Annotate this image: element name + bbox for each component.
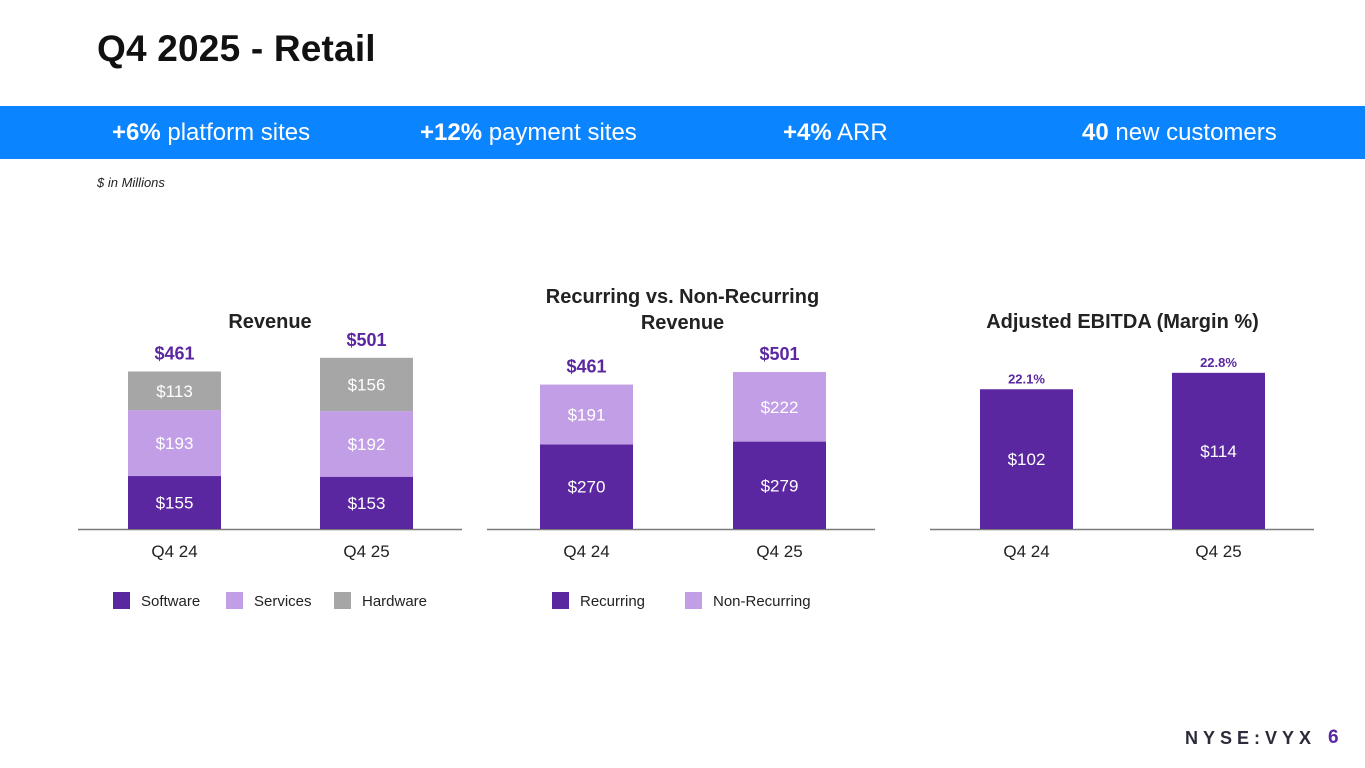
data-label: $102 (1008, 450, 1046, 469)
bar-segment-non-recurring (540, 384, 633, 445)
kpi-arr: +4% ARR (783, 106, 888, 159)
data-label: $155 (156, 494, 194, 513)
bar-segment-non-recurring (733, 372, 826, 442)
total-label: $501 (346, 330, 386, 350)
total-label: $461 (154, 343, 194, 363)
kpi-value: +6% (112, 119, 161, 146)
data-label: $222 (761, 398, 799, 417)
bar-segment-recurring (733, 441, 826, 529)
legend-swatch (685, 592, 702, 609)
legend-label: Non-Recurring (713, 593, 811, 610)
bar-segment-adjusted-ebitda (1172, 372, 1265, 529)
margin-label: 22.1% (1008, 371, 1045, 386)
bar-segment-adjusted-ebitda (980, 389, 1073, 529)
kpi-banner: +6% platform sites +12% payment sites +4… (0, 106, 1365, 159)
data-label: $192 (348, 435, 386, 454)
category-label: Q4 25 (343, 542, 389, 561)
kpi-new-customers: 40 new customers (1082, 106, 1277, 159)
kpi-value: +12% (420, 119, 483, 146)
legend-label: Recurring (580, 593, 645, 610)
legend-swatch (552, 592, 569, 609)
kpi-label: payment sites (488, 119, 637, 146)
category-label: Q4 25 (1195, 542, 1241, 561)
page-title: Q4 2025 - Retail (97, 28, 376, 69)
legend-label: Services (254, 593, 312, 610)
bar-segment-recurring (540, 444, 633, 529)
category-label: Q4 24 (1003, 542, 1049, 561)
data-label: $113 (156, 382, 193, 401)
data-label: $279 (761, 476, 799, 495)
recurring-chart-title: Recurring vs. Non-Recurring Revenue (545, 286, 820, 334)
kpi-label: ARR (837, 119, 888, 146)
legend-swatch (226, 592, 243, 609)
kpi-platform-sites: +6% platform sites (112, 106, 310, 159)
legend-label: Software (141, 593, 200, 610)
legend-swatch (113, 592, 130, 609)
bar-segment-hardware (128, 371, 221, 411)
kpi-label: platform sites (167, 119, 311, 146)
bar-segment-services (128, 410, 221, 477)
bar-segment-software (320, 476, 413, 529)
bar-segment-hardware (320, 357, 413, 412)
category-label: Q4 24 (563, 542, 609, 561)
bar-segment-services (320, 411, 413, 477)
bar-segment-software (128, 476, 221, 529)
margin-label: 22.8% (1200, 355, 1237, 370)
units-note: $ in Millions (97, 175, 165, 190)
category-label: Q4 24 (151, 542, 197, 561)
data-label: $270 (568, 478, 606, 497)
page-number: 6 (1328, 727, 1339, 748)
kpi-value: +4% (783, 119, 832, 146)
ebitda-chart-title: Adjusted EBITDA (Margin %) (986, 311, 1259, 333)
data-label: $193 (156, 434, 194, 453)
total-label: $461 (566, 357, 606, 377)
data-label: $153 (348, 494, 386, 513)
legend-swatch (334, 592, 351, 609)
kpi-label: new customers (1115, 119, 1277, 146)
data-label: $114 (1200, 442, 1237, 461)
category-label: Q4 25 (756, 542, 802, 561)
revenue-chart-title: Revenue (228, 311, 312, 333)
data-label: $191 (568, 405, 606, 424)
kpi-value: 40 (1082, 119, 1109, 146)
total-label: $501 (759, 344, 799, 364)
legend-label: Hardware (362, 593, 427, 610)
data-label: $156 (348, 375, 386, 394)
exchange-ticker: NYSE:VYX (1185, 728, 1317, 748)
kpi-payment-sites: +12% payment sites (420, 106, 637, 159)
